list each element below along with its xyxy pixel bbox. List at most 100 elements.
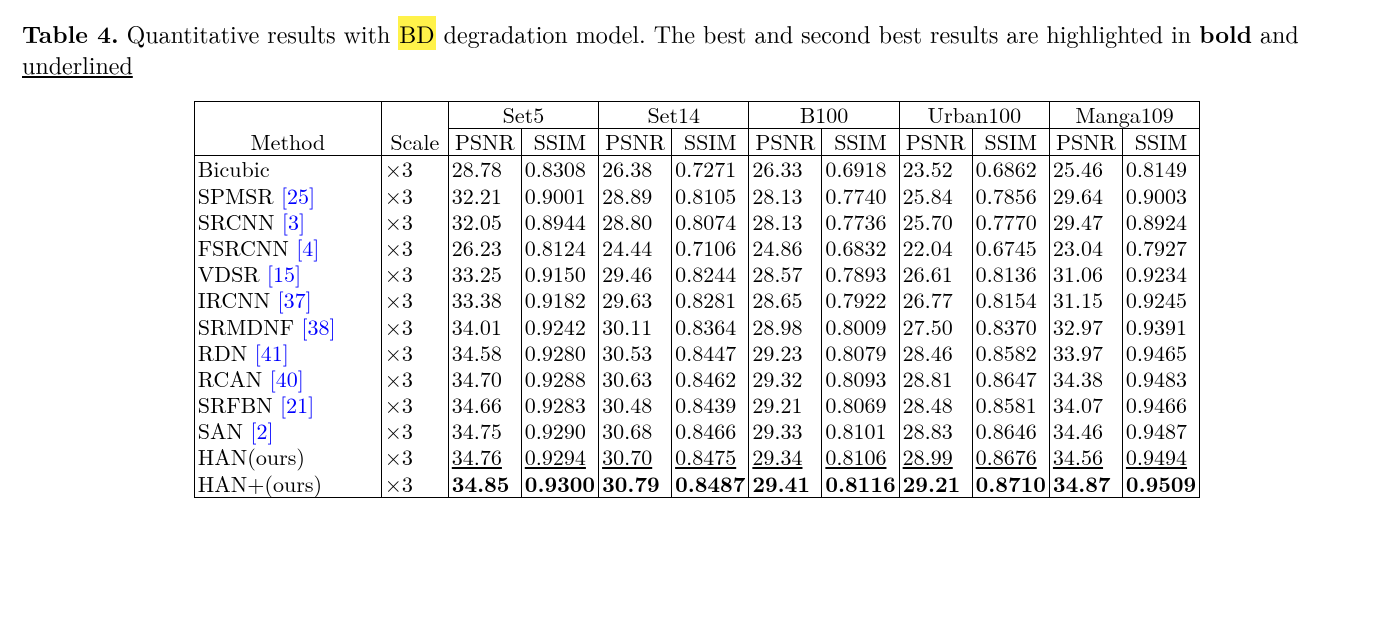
header-dataset: Manga109 — [1049, 102, 1199, 129]
psnr-cell: 25.46 — [1049, 156, 1122, 183]
psnr-cell: 34.76 — [448, 444, 521, 470]
ssim-cell: 0.6862 — [972, 156, 1049, 183]
ssim-cell: 0.7271 — [672, 156, 749, 183]
psnr-cell: 34.87 — [1049, 471, 1122, 498]
psnr-cell: 28.89 — [599, 183, 672, 209]
psnr-cell: 27.50 — [899, 314, 972, 340]
psnr-cell: 25.84 — [899, 183, 972, 209]
citation-ref[interactable]: [38] — [301, 311, 335, 342]
psnr-cell: 28.46 — [899, 340, 972, 366]
ssim-cell: 0.8582 — [972, 340, 1049, 366]
ssim-cell: 0.8154 — [972, 287, 1049, 313]
ssim-cell: 0.8487 — [672, 471, 749, 498]
ssim-cell: 0.8105 — [672, 183, 749, 209]
psnr-cell: 33.97 — [1049, 340, 1122, 366]
table-caption: Table 4. Quantitative results with BD de… — [22, 18, 1372, 79]
ssim-cell: 0.9182 — [521, 287, 598, 313]
ssim-cell: 0.8676 — [972, 444, 1049, 470]
scale-cell: ×3 — [381, 156, 448, 183]
psnr-cell: 28.13 — [749, 183, 822, 209]
header-metric: SSIM — [672, 129, 749, 156]
ssim-cell: 0.8079 — [822, 340, 899, 366]
results-table: Method Scale Set5 Set14 B100 Urban100 Ma… — [194, 101, 1200, 498]
header-method: Method — [194, 102, 381, 156]
header-metric: PSNR — [599, 129, 672, 156]
method-name: HAN+(ours) — [198, 468, 322, 499]
ssim-cell: 0.8106 — [822, 444, 899, 470]
psnr-cell: 29.47 — [1049, 209, 1122, 235]
header-dataset: Set5 — [448, 102, 598, 129]
header-metric: PSNR — [749, 129, 822, 156]
ssim-cell: 0.7856 — [972, 183, 1049, 209]
caption-text-2: degradation model. The best and second b… — [436, 16, 1200, 50]
psnr-cell: 28.78 — [448, 156, 521, 183]
header-metric: SSIM — [972, 129, 1049, 156]
psnr-cell: 26.38 — [599, 156, 672, 183]
psnr-cell: 29.41 — [749, 471, 822, 498]
psnr-cell: 29.21 — [899, 471, 972, 498]
ssim-cell: 0.9280 — [521, 340, 598, 366]
ssim-cell: 0.8710 — [972, 471, 1049, 498]
scale-cell: ×3 — [381, 209, 448, 235]
table-row: HAN+(ours)×334.850.930030.790.848729.410… — [194, 471, 1199, 498]
psnr-cell: 29.34 — [749, 444, 822, 470]
ssim-cell: 0.8009 — [822, 314, 899, 340]
scale-cell: ×3 — [381, 287, 448, 313]
ssim-cell: 0.8074 — [672, 209, 749, 235]
ssim-cell: 0.7770 — [972, 209, 1049, 235]
scale-cell: ×3 — [381, 183, 448, 209]
header-metric: SSIM — [1122, 129, 1199, 156]
caption-and: and — [1252, 16, 1299, 50]
psnr-cell: 33.38 — [448, 287, 521, 313]
ssim-cell: 0.9245 — [1122, 287, 1199, 313]
psnr-cell: 34.01 — [448, 314, 521, 340]
psnr-cell: 28.99 — [899, 444, 972, 470]
caption-underlined-word: underlined — [22, 47, 133, 81]
header-metric: SSIM — [521, 129, 598, 156]
psnr-cell: 34.58 — [448, 340, 521, 366]
psnr-cell: 30.79 — [599, 471, 672, 498]
header-dataset: Set14 — [599, 102, 749, 129]
ssim-cell: 0.9294 — [521, 444, 598, 470]
header-dataset: B100 — [749, 102, 899, 129]
table-row: SPMSR [25]×332.210.900128.890.810528.130… — [194, 183, 1199, 209]
table-row: SRCNN [3]×332.050.894428.800.807428.130.… — [194, 209, 1199, 235]
ssim-cell: 0.9509 — [1122, 471, 1199, 498]
psnr-cell: 34.85 — [448, 471, 521, 498]
ssim-cell: 0.8281 — [672, 287, 749, 313]
ssim-cell: 0.9465 — [1122, 340, 1199, 366]
header-dataset: Urban100 — [899, 102, 1049, 129]
ssim-cell: 0.9001 — [521, 183, 598, 209]
ssim-cell: 0.8370 — [972, 314, 1049, 340]
psnr-cell: 32.05 — [448, 209, 521, 235]
ssim-cell: 0.9300 — [521, 471, 598, 498]
table-row: HAN(ours)×334.760.929430.700.847529.340.… — [194, 444, 1199, 470]
table-row: SRMDNF [38]×334.010.924230.110.836428.98… — [194, 314, 1199, 340]
ssim-cell: 0.9391 — [1122, 314, 1199, 340]
psnr-cell: 29.23 — [749, 340, 822, 366]
psnr-cell: 28.65 — [749, 287, 822, 313]
psnr-cell: 26.77 — [899, 287, 972, 313]
scale-cell: ×3 — [381, 340, 448, 366]
method-cell: Bicubic — [194, 156, 381, 183]
ssim-cell: 0.8364 — [672, 314, 749, 340]
ssim-cell: 0.8944 — [521, 209, 598, 235]
ssim-cell: 0.8447 — [672, 340, 749, 366]
table-row: Bicubic×328.780.830826.380.727126.330.69… — [194, 156, 1199, 183]
psnr-cell: 23.52 — [899, 156, 972, 183]
scale-cell: ×3 — [381, 314, 448, 340]
ssim-cell: 0.8308 — [521, 156, 598, 183]
caption-bold-word: bold — [1199, 17, 1252, 51]
caption-text-1: Quantitative results with — [119, 16, 399, 50]
header-metric: SSIM — [822, 129, 899, 156]
ssim-cell: 0.9003 — [1122, 183, 1199, 209]
psnr-cell: 32.97 — [1049, 314, 1122, 340]
ssim-cell: 0.7740 — [822, 183, 899, 209]
citation-ref[interactable]: [21] — [280, 389, 314, 420]
psnr-cell: 30.70 — [599, 444, 672, 470]
ssim-cell: 0.8475 — [672, 444, 749, 470]
psnr-cell: 26.33 — [749, 156, 822, 183]
psnr-cell: 29.63 — [599, 287, 672, 313]
ssim-cell: 0.9494 — [1122, 444, 1199, 470]
psnr-cell: 32.21 — [448, 183, 521, 209]
